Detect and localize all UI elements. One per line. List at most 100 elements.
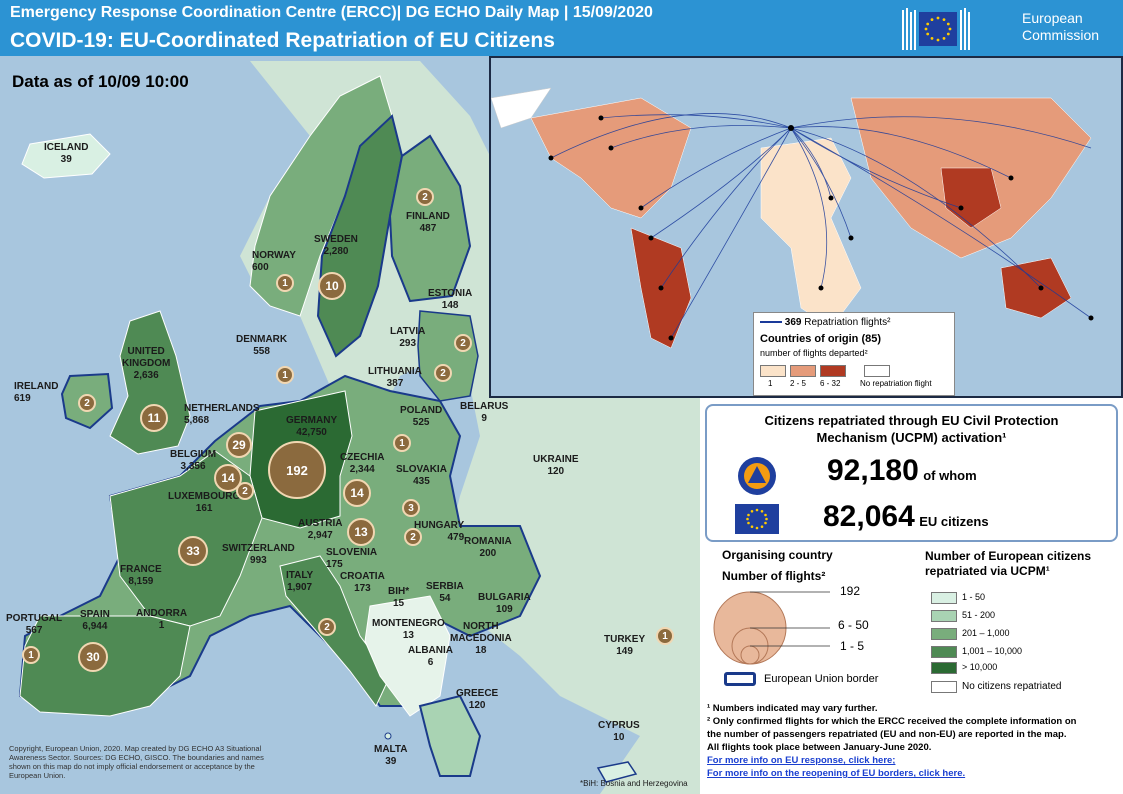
- label-lithuania: LITHUANIA 387: [368, 366, 422, 389]
- label-iceland: ICELAND 39: [44, 142, 89, 165]
- bubble-germany: 192: [268, 441, 326, 499]
- label-italy: ITALY 1,907: [286, 570, 314, 593]
- label-turkey: TURKEY 149: [604, 634, 646, 657]
- eu-border-swatch: [724, 672, 756, 686]
- bubble-poland: 1: [393, 434, 411, 452]
- bubble-finland: 2: [416, 188, 434, 206]
- bubble-size-legend: [713, 591, 830, 665]
- label-latvia: LATVIA 293: [390, 326, 426, 349]
- label-switzerland: SWITZERLAND 993: [222, 543, 295, 566]
- origin-label-2: 2 - 5: [790, 379, 807, 388]
- link-eu-response[interactable]: For more info on EU response, click here…: [707, 755, 896, 766]
- label-albania: ALBANIA 6: [408, 645, 453, 668]
- bubble-austria: 13: [347, 518, 375, 546]
- class-swatch-1: [931, 592, 957, 604]
- label-austria: AUSTRIA 2,947: [298, 518, 343, 541]
- class-label-5: > 10,000: [962, 662, 998, 672]
- label-greece: GREECE 120: [456, 688, 499, 711]
- bubble-uk: 11: [140, 404, 168, 432]
- class-swatch-2: [931, 610, 957, 622]
- label-bulgaria: BULGARIA 109: [478, 592, 531, 615]
- label-netherlands: NETHERLANDS 5,868: [184, 403, 260, 426]
- class-label-4: 1,001 – 10,000: [962, 646, 1023, 656]
- ec-logo: European Commission: [900, 4, 1115, 52]
- data-as-of-label: Data as of 10/09 10:00: [12, 72, 189, 91]
- size-label-6-50: 6 - 50: [838, 618, 869, 632]
- bih-footnote: *BiH: Bosnia and Herzegovina: [580, 779, 688, 788]
- header-subtitle: Emergency Response Coordination Centre (…: [10, 4, 653, 21]
- bubble-norway: 1: [276, 274, 294, 292]
- label-portugal: PORTUGAL 567: [6, 613, 63, 636]
- ec-building-icon: [902, 8, 970, 50]
- label-cyprus: CYPRUS 10: [598, 720, 640, 743]
- origin-label-4: No repatriation flight: [860, 379, 932, 388]
- bubble-hungary: 2: [404, 528, 422, 546]
- eu-border-label: European Union border: [764, 673, 879, 685]
- flights-legend-row: 369 Repatriation flights²: [760, 317, 890, 328]
- class-label-2: 51 - 200: [962, 610, 996, 620]
- bubble-slovakia: 3: [402, 499, 420, 517]
- label-romania: ROMANIA 200: [464, 536, 512, 559]
- label-bih: BIH* 15: [388, 586, 410, 609]
- label-andorra: ANDORRA 1: [136, 608, 188, 631]
- citizens-title: Number of European citizens repatriated …: [925, 549, 1092, 578]
- class-swatch-5: [931, 662, 957, 674]
- label-slovenia: SLOVENIA 175: [326, 547, 378, 570]
- label-serbia: SERBIA 54: [426, 581, 464, 604]
- class-label-6: No citizens repatriated: [962, 681, 1062, 692]
- size-label-192: 192: [840, 584, 861, 598]
- footnote-1: ¹ Numbers indicated may vary further.: [707, 703, 878, 714]
- class-swatch-3: [931, 628, 957, 640]
- label-sweden: SWEDEN 2,280: [314, 234, 358, 257]
- origin-sub: number of flights departed²: [760, 348, 868, 358]
- origin-swatch-4: [864, 365, 890, 377]
- eu-flag-icon: [735, 504, 779, 534]
- origin-swatch-3: [820, 365, 846, 377]
- origin-label-1: 1: [768, 379, 773, 388]
- world-flight-map: [491, 87, 1094, 349]
- label-uk: UNITED KINGDOM 2,636: [122, 346, 171, 381]
- bubble-spain: 30: [78, 642, 108, 672]
- label-belgium: BELGIUM 3,356: [170, 449, 217, 472]
- label-finland: FINLAND 487: [406, 211, 450, 234]
- class-label-1: 1 - 50: [962, 592, 986, 602]
- copyright-note: Copyright, European Union, 2020. Map cre…: [9, 744, 264, 780]
- bubble-latvia: 2: [454, 334, 472, 352]
- class-swatch-6: [931, 681, 957, 693]
- label-spain: SPAIN 6,944: [80, 609, 110, 632]
- number-of-flights-title: Number of flights²: [722, 569, 826, 583]
- bubble-denmark: 1: [276, 366, 294, 384]
- label-ireland: IRELAND 619: [14, 381, 59, 404]
- label-slovakia: SLOVAKIA 435: [396, 464, 447, 487]
- class-swatch-4: [931, 646, 957, 658]
- eu-citizens-repatriated: 82,064 EU citizens: [823, 500, 989, 533]
- world-map-inset: 369 Repatriation flights² Countries of o…: [489, 56, 1123, 398]
- bubble-ireland: 2: [78, 394, 96, 412]
- stats-title: Citizens repatriated through EU Civil Pr…: [764, 413, 1059, 445]
- footnote-2b: the number of passengers repatriated (EU…: [707, 729, 1067, 740]
- origin-title: Countries of origin (85): [760, 333, 881, 345]
- label-hungary: HUNGARY 479: [414, 520, 465, 543]
- bubble-sweden: 10: [318, 272, 346, 300]
- bubble-czechia: 14: [343, 479, 371, 507]
- label-germany: GERMANY 42,750: [286, 415, 338, 438]
- bubble-luxembourg: 2: [236, 482, 254, 500]
- ucpm-stats-box: Citizens repatriated through EU Civil Pr…: [705, 404, 1118, 542]
- bubble-turkey: 1: [656, 627, 674, 645]
- label-czechia: CZECHIA 2,344: [340, 452, 385, 475]
- header-banner: Emergency Response Coordination Centre (…: [0, 0, 1123, 56]
- bubble-italy: 2: [318, 618, 336, 636]
- footnote-2a: ² Only confirmed flights for which the E…: [707, 716, 1077, 727]
- link-eu-borders[interactable]: For more info on the reopening of EU bor…: [707, 768, 966, 779]
- origin-swatch-1: [760, 365, 786, 377]
- class-label-3: 201 – 1,000: [962, 628, 1010, 638]
- size-label-1-5: 1 - 5: [840, 639, 865, 653]
- origin-label-3: 6 - 32: [820, 379, 841, 388]
- label-montenegro: MONTENEGRO 13: [372, 618, 445, 641]
- organising-country-title: Organising country: [722, 548, 833, 562]
- world-legend: 369 Repatriation flights² Countries of o…: [753, 312, 955, 396]
- ec-logo-text: European Commission: [1022, 10, 1100, 43]
- label-belarus: BELARUS 9: [460, 401, 509, 424]
- bubble-portugal: 1: [22, 646, 40, 664]
- label-north-macedonia: NORTH MACEDONIA 18: [450, 621, 512, 656]
